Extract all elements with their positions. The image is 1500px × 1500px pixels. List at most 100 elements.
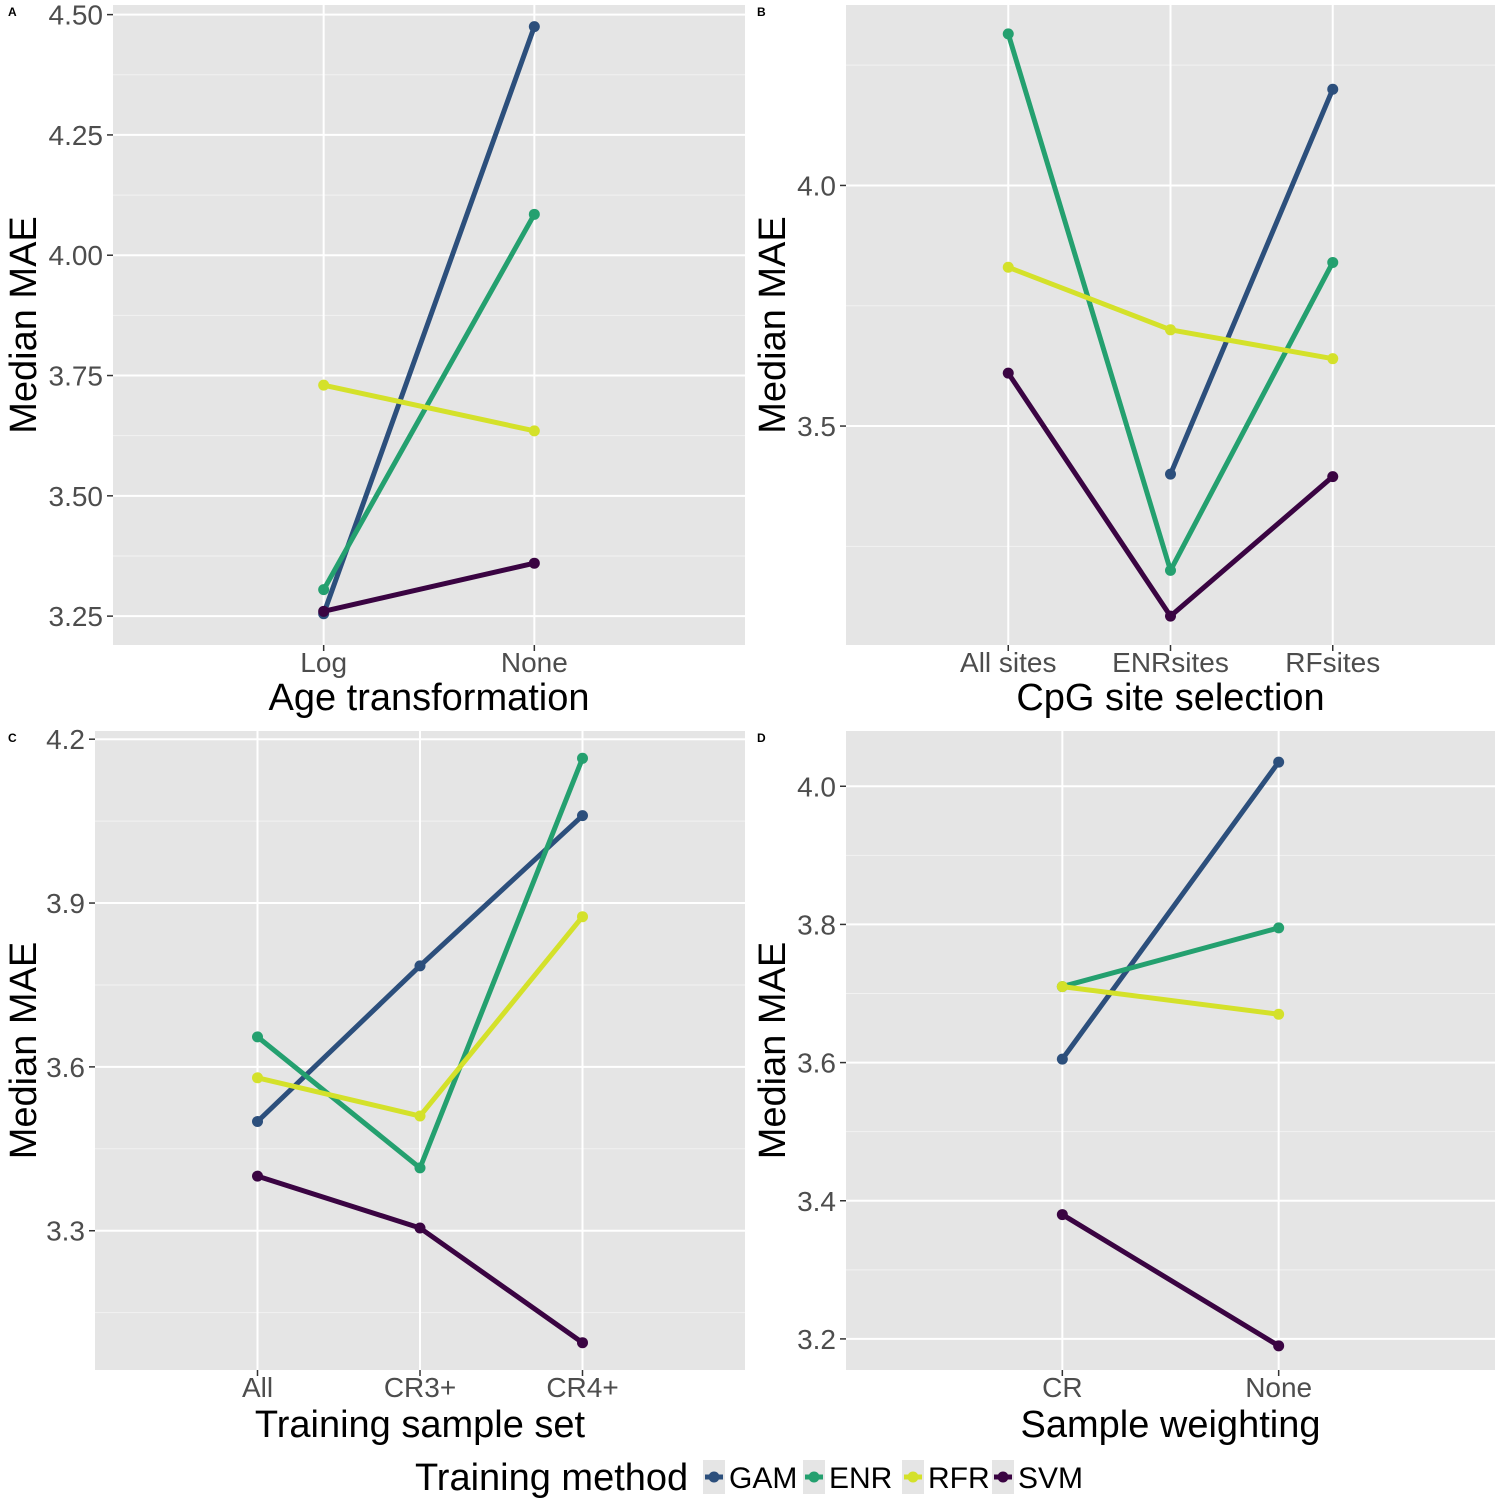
data-point-enr [1002,28,1014,40]
data-point-svm [1273,1340,1285,1352]
y-tick-label: 3.5 [797,411,836,442]
x-tick-label: RFsites [1285,647,1380,678]
legend: Training method GAM ENR RFR SVM [415,1457,1083,1499]
legend-key-point [907,1471,919,1483]
data-point-svm [414,1222,426,1234]
x-tick-label: ENRsites [1112,647,1229,678]
data-point-svm [1327,471,1339,483]
series-line-rfr [321,382,537,434]
data-point-rfr [1327,353,1339,365]
series-line-gam [321,24,537,617]
y-tick-label: 4.2 [46,724,85,755]
data-point-rfr [252,1072,263,1084]
legend-title: Training method [415,1457,688,1499]
series-line-svm [321,560,537,614]
legend-key-point [808,1471,820,1483]
data-point-gam [1165,468,1176,480]
data-point-rfr [414,1110,426,1122]
data-point-svm [1056,1209,1068,1221]
series-line-svm [1059,1212,1282,1349]
y-tick-label: 3.2 [797,1324,836,1355]
y-tick-label: 3.25 [49,601,104,632]
x-tick-label: CR4+ [546,1372,618,1403]
panel-letter: D [757,731,766,745]
legend-label: ENR [829,1462,892,1495]
data-point-gam [577,810,588,822]
y-tick-label: 3.50 [49,481,104,512]
data-point-rfr [1056,981,1068,993]
series-line-gam [1059,759,1282,1062]
y-axis-title: Median MAE [3,942,45,1160]
data-point-enr [318,584,330,596]
data-point-gam [1273,756,1285,768]
x-tick-label: All [242,1372,273,1403]
series-line-gam [1168,86,1336,477]
data-point-gam [1327,83,1339,95]
y-tick-label: 3.4 [797,1186,836,1217]
data-point-svm [1002,367,1014,379]
panel-letter: C [8,731,17,745]
legend-entry-svm: SVM [992,1460,1083,1495]
y-tick-label: 4.00 [49,240,104,271]
y-tick-label: 3.9 [46,888,85,919]
data-point-enr [577,752,588,764]
legend-label: GAM [729,1462,797,1495]
data-point-svm [252,1170,263,1182]
y-tick-label: 4.25 [49,120,104,151]
y-tick-label: 3.75 [49,361,104,392]
y-axis-title: Median MAE [3,216,45,434]
x-tick-label: CR [1042,1372,1082,1403]
data-point-rfr [1165,324,1176,336]
y-tick-label: 4.50 [49,0,104,31]
x-tick-label: Log [300,647,347,678]
y-tick-label: 3.6 [46,1052,85,1083]
x-tick-label: CR3+ [384,1372,456,1403]
x-axis-title: Sample weighting [1021,1404,1321,1446]
x-tick-label: None [1245,1372,1312,1403]
series-line-enr [321,211,537,593]
panel-letter: B [757,5,766,19]
data-point-rfr [318,379,330,391]
legend-entries: GAM ENR RFR SVM [703,1460,1083,1495]
y-tick-label: 3.6 [797,1048,836,1079]
y-tick-label: 4.0 [797,771,836,802]
data-point-rfr [1273,1008,1285,1020]
legend-label: RFR [928,1462,990,1495]
data-point-enr [1327,256,1339,268]
series-line-enr [1059,925,1282,990]
data-point-gam [528,21,540,33]
data-point-svm [577,1337,588,1349]
panel-letter: A [8,5,17,19]
series-line-rfr [1059,984,1282,1017]
y-tick-label: 3.8 [797,909,836,940]
y-tick-label: 4.0 [797,170,836,201]
y-tick-label: 3.3 [46,1216,85,1247]
data-point-enr [1273,922,1285,934]
legend-entry-enr: ENR [803,1460,892,1495]
data-point-rfr [1002,261,1014,273]
panel-c: 3.3 3.6 3.9 4.2 All CR3+ CR4+Training sample s… [3,724,745,1446]
legend-key-point [708,1471,720,1483]
legend-label: SVM [1018,1462,1083,1495]
plot-background [846,731,1495,1370]
legend-entry-gam: GAM [703,1460,797,1495]
x-tick-label: None [501,647,568,678]
data-point-svm [318,605,330,617]
data-point-enr [1165,564,1176,576]
data-point-gam [252,1116,263,1127]
y-axis-title: Median MAE [752,216,794,434]
y-axis-title: Median MAE [752,942,794,1160]
data-point-enr [528,208,540,220]
x-tick-label: All sites [960,647,1056,678]
data-point-enr [252,1031,263,1043]
data-point-svm [1165,610,1176,622]
data-point-enr [414,1162,426,1174]
data-point-svm [528,557,540,569]
data-point-gam [1056,1053,1068,1065]
legend-key-point [997,1471,1009,1483]
